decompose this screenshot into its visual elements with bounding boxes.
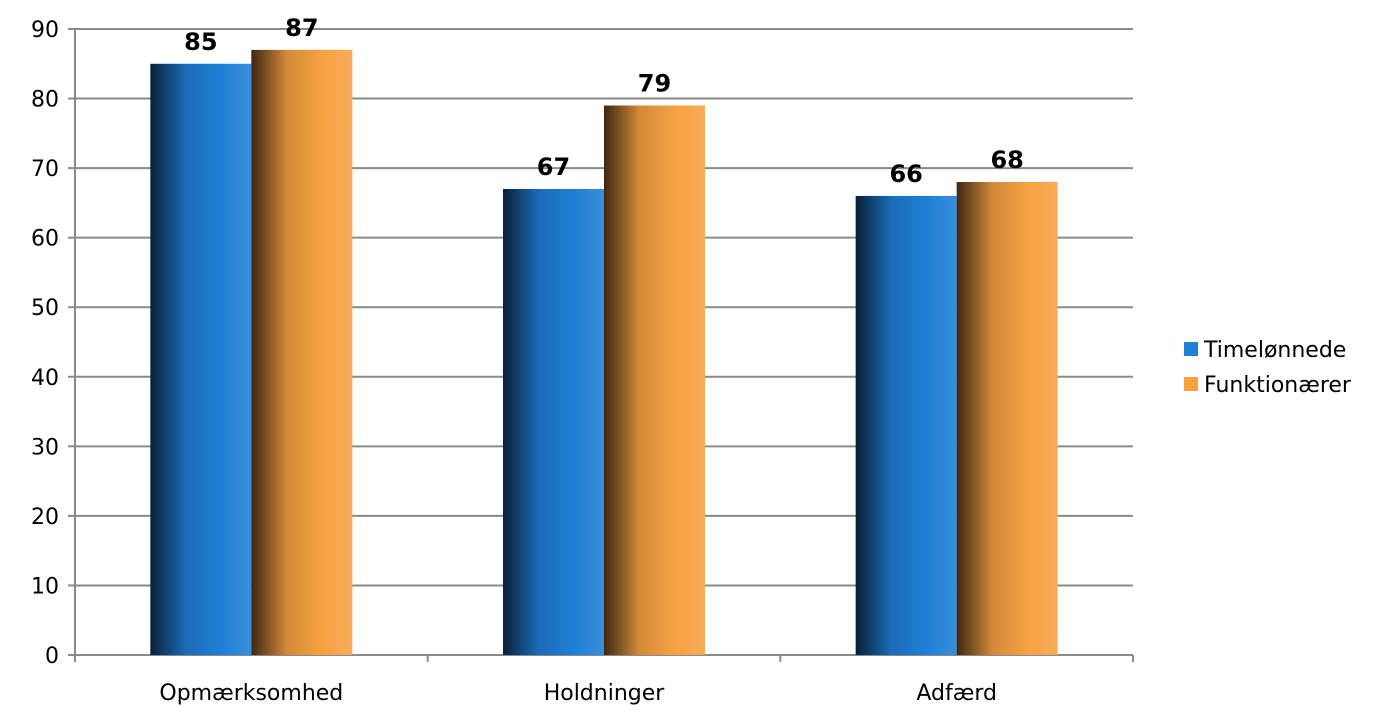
legend-swatch xyxy=(1184,342,1198,356)
y-tick-label: 70 xyxy=(31,157,59,182)
y-tick-label: 0 xyxy=(45,644,59,669)
legend-swatch xyxy=(1184,377,1198,391)
data-label: 66 xyxy=(889,160,922,188)
y-tick-label: 30 xyxy=(31,435,59,460)
y-tick-label: 10 xyxy=(31,574,59,599)
bar-timelønnede-2 xyxy=(855,195,957,655)
data-label: 79 xyxy=(638,70,671,98)
y-tick-label: 80 xyxy=(31,88,59,113)
x-category-label: Opmærksomhed xyxy=(159,681,343,706)
bar-funktionærer-2 xyxy=(956,182,1058,655)
bar-timelønnede-0 xyxy=(150,63,252,656)
bars xyxy=(150,49,1058,656)
y-tick-label: 20 xyxy=(31,505,59,530)
x-category-label: Holdninger xyxy=(544,681,666,706)
x-category-label: Adfærd xyxy=(916,681,997,706)
y-tick-label: 90 xyxy=(31,18,59,43)
bar-timelønnede-1 xyxy=(503,188,604,655)
legend-label: Timelønnede xyxy=(1203,338,1346,363)
data-label: 67 xyxy=(537,153,570,181)
y-tick-label: 60 xyxy=(31,227,59,252)
data-labels: 85 87 67 79 66 68 xyxy=(184,14,1024,188)
y-tick-label: 50 xyxy=(31,296,59,321)
legend-label: Funktionærer xyxy=(1204,373,1352,398)
legend: Timelønnede Funktionærer xyxy=(1184,338,1352,398)
bar-funktionærer-0 xyxy=(251,49,353,656)
y-tick-label: 40 xyxy=(31,366,59,391)
data-label: 68 xyxy=(990,146,1023,174)
data-label: 85 xyxy=(184,28,217,56)
data-label: 87 xyxy=(285,14,318,42)
bar-funktionærer-1 xyxy=(604,105,705,655)
